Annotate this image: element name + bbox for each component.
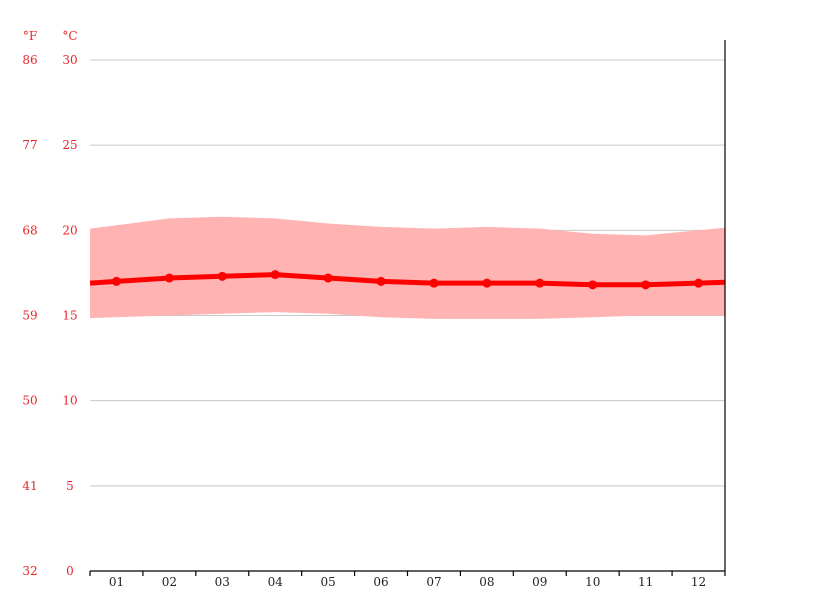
mean-temperature-line: [89, 270, 726, 290]
y-tick-celsius: 20: [62, 223, 77, 237]
y-tick-fahrenheit: 41: [22, 479, 37, 493]
mean-point-04: [270, 270, 280, 280]
mean-line-path: [89, 272, 726, 288]
y-tick-fahrenheit: 59: [22, 309, 37, 323]
mean-point-08: [482, 278, 492, 288]
x-tick-label-11: 11: [638, 575, 653, 589]
mean-point-11: [641, 280, 651, 290]
axes: [89, 40, 726, 576]
mean-point-07: [429, 278, 439, 288]
mean-point-05: [323, 273, 333, 283]
unit-label-fahrenheit: °F: [23, 29, 37, 43]
x-tick-label-08: 08: [479, 575, 494, 589]
x-tick-label-07: 07: [426, 575, 441, 589]
mean-point-02: [164, 273, 174, 283]
mean-point-01: [111, 276, 121, 286]
y-tick-fahrenheit: 32: [22, 564, 37, 578]
y-tick-fahrenheit: 86: [22, 53, 37, 67]
x-tick-label-05: 05: [320, 575, 335, 589]
x-tick-label-01: 01: [109, 575, 124, 589]
y-tick-celsius: 25: [62, 138, 77, 152]
mean-point-10: [588, 280, 598, 290]
y-tick-fahrenheit: 68: [22, 223, 37, 237]
temperature-range-band: [90, 216, 725, 319]
y-tick-celsius: 5: [66, 479, 74, 493]
y-tick-celsius: 10: [62, 394, 77, 408]
x-tick-label-09: 09: [532, 575, 547, 589]
x-tick-label-04: 04: [268, 575, 284, 589]
mean-point-06: [376, 276, 386, 286]
x-tick-label-06: 06: [373, 575, 388, 589]
range-band-area: [90, 216, 725, 319]
x-tick-label-03: 03: [215, 575, 230, 589]
mean-point-12: [694, 278, 704, 288]
x-tick-label-12: 12: [691, 575, 706, 589]
x-tick-label-10: 10: [585, 575, 600, 589]
y-tick-fahrenheit: 77: [22, 138, 37, 152]
y-tick-celsius: 15: [62, 309, 77, 323]
tick-labels: 0 32 5 41 10 50 15 59 20 68 25 77 30 86 01 02 03 04 05 06 07…: [22, 53, 706, 589]
y-tick-celsius: 0: [66, 564, 74, 578]
mean-point-09: [535, 278, 545, 288]
mean-point-03: [217, 271, 227, 281]
x-tick-label-02: 02: [162, 575, 177, 589]
y-tick-celsius: 30: [62, 53, 77, 67]
y-tick-fahrenheit: 50: [22, 394, 37, 408]
unit-label-celsius: °C: [62, 29, 77, 43]
